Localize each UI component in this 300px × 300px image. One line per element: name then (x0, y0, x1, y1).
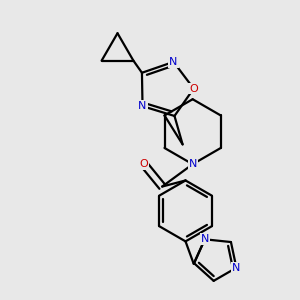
Text: O: O (189, 84, 198, 94)
Text: O: O (140, 159, 148, 169)
Text: N: N (232, 263, 241, 273)
Text: N: N (201, 234, 209, 244)
Text: N: N (188, 159, 197, 169)
Text: N: N (138, 101, 147, 111)
Text: N: N (169, 57, 178, 67)
